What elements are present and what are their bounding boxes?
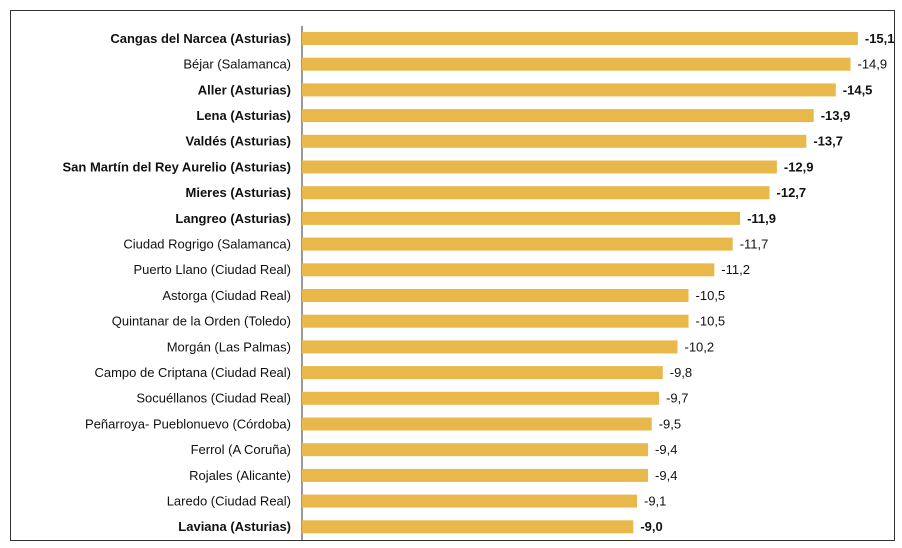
value-label: -13,9 bbox=[821, 108, 851, 123]
value-label: -14,5 bbox=[843, 82, 873, 97]
bar bbox=[302, 57, 851, 71]
bar bbox=[302, 211, 741, 225]
category-label: Ciudad Rogrigo (Salamanca) bbox=[123, 237, 291, 252]
value-label: -9,8 bbox=[670, 365, 692, 380]
category-label: Béjar (Salamanca) bbox=[183, 57, 291, 72]
value-label: -13,7 bbox=[813, 134, 843, 149]
bar bbox=[302, 83, 836, 97]
value-label: -9,4 bbox=[655, 468, 677, 483]
value-label: -12,7 bbox=[777, 185, 807, 200]
bar bbox=[302, 366, 663, 380]
category-label: Peñarroya- Pueblonuevo (Córdoba) bbox=[85, 416, 291, 431]
category-label: Astorga (Ciudad Real) bbox=[162, 288, 291, 303]
bar bbox=[302, 417, 652, 431]
value-label: -10,5 bbox=[696, 314, 726, 329]
bar bbox=[302, 32, 858, 45]
value-label: -15,1 bbox=[865, 31, 895, 46]
value-label: -9,5 bbox=[659, 416, 681, 431]
category-label: Rojales (Alicante) bbox=[189, 468, 291, 483]
category-label: Laredo (Ciudad Real) bbox=[167, 494, 291, 509]
value-label: -12,9 bbox=[784, 159, 814, 174]
category-label: Lena (Asturias) bbox=[196, 108, 291, 123]
value-label: -10,2 bbox=[684, 339, 714, 354]
category-label: Langreo (Asturias) bbox=[175, 211, 291, 226]
category-label: Socuéllanos (Ciudad Real) bbox=[136, 391, 291, 406]
bar bbox=[302, 340, 678, 354]
bar bbox=[302, 520, 634, 534]
bar bbox=[302, 134, 807, 148]
bar bbox=[302, 237, 733, 251]
value-label: -9,7 bbox=[666, 391, 688, 406]
category-label: Puerto Llano (Ciudad Real) bbox=[133, 262, 291, 277]
bar bbox=[302, 289, 689, 302]
bar bbox=[302, 263, 715, 277]
category-label: Morgán (Las Palmas) bbox=[167, 339, 291, 354]
category-label: Laviana (Asturias) bbox=[178, 519, 291, 534]
frame bbox=[10, 10, 895, 541]
bar bbox=[302, 391, 660, 405]
bar bbox=[302, 109, 814, 123]
category-label: Valdés (Asturias) bbox=[186, 134, 292, 149]
value-label: -9,4 bbox=[655, 442, 677, 457]
value-label: -9,0 bbox=[640, 519, 662, 534]
bar bbox=[302, 186, 770, 200]
category-label: Mieres (Asturias) bbox=[186, 185, 291, 200]
bar bbox=[302, 160, 777, 174]
value-label: -11,2 bbox=[721, 262, 750, 277]
category-label: Cangas del Narcea (Asturias) bbox=[110, 31, 291, 46]
bar bbox=[302, 494, 637, 508]
category-label: Quintanar de la Orden (Toledo) bbox=[112, 314, 291, 329]
value-label: -14,9 bbox=[858, 57, 888, 72]
value-label: -11,7 bbox=[740, 237, 769, 252]
bar bbox=[302, 443, 649, 457]
category-label: San Martín del Rey Aurelio (Asturias) bbox=[62, 159, 291, 174]
bar bbox=[302, 468, 649, 482]
value-label: -11,9 bbox=[747, 211, 776, 226]
bar bbox=[302, 314, 689, 328]
category-label: Aller (Asturias) bbox=[198, 82, 291, 97]
category-label: Ferrol (A Coruña) bbox=[191, 442, 291, 457]
value-label: -9,1 bbox=[644, 494, 666, 509]
value-label: -10,5 bbox=[696, 288, 726, 303]
category-label: Campo de Criptana (Ciudad Real) bbox=[94, 365, 291, 380]
